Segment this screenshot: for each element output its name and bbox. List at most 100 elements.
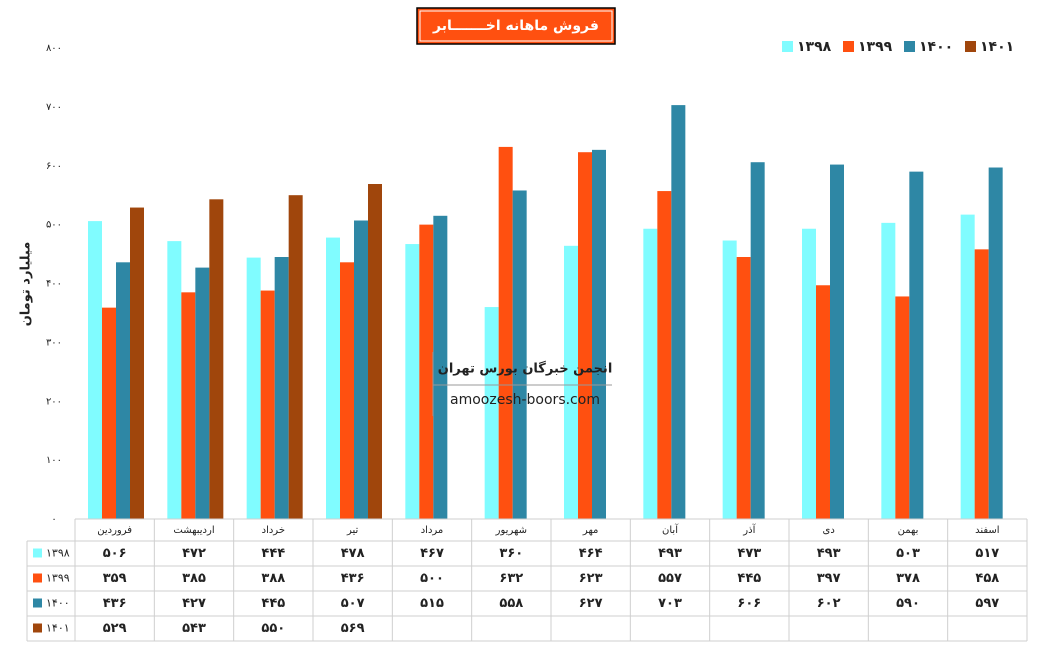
x-tick-label: دی: [823, 525, 835, 536]
y-axis-label: میلیارد تومان: [19, 242, 34, 327]
data-label: ۷۰۳: [658, 596, 682, 611]
data-label: ۶۲۳: [579, 571, 603, 586]
bar: [592, 149, 606, 519]
bar: [274, 257, 289, 519]
data-label: ۵۰۶: [103, 546, 127, 561]
bar: [102, 307, 116, 519]
y-tick-label: ۰: [51, 514, 56, 525]
table-series-name: ۱۳۹۹: [46, 572, 70, 585]
y-tick-label: ۷۰۰: [46, 102, 62, 113]
table-legend-swatch: [33, 598, 42, 608]
bar: [405, 244, 420, 519]
table-legend-swatch: [33, 548, 42, 558]
data-label: ۳۸۸: [261, 571, 285, 586]
x-tick-label: اسفند: [975, 525, 999, 536]
bar: [988, 167, 1003, 520]
bar: [246, 257, 261, 519]
bar: [88, 221, 102, 519]
table-series-name: ۱۳۹۸: [46, 547, 70, 560]
data-label: ۴۷۳: [737, 546, 761, 561]
bar: [960, 214, 975, 519]
watermark-text: انجمن خبرگان بورس تهران: [438, 361, 613, 377]
bar: [643, 228, 658, 519]
bar: [802, 228, 816, 519]
y-tick-label: ۱۰۰: [46, 455, 62, 466]
table-legend-swatch: [33, 623, 42, 633]
data-label: ۴۴۵: [737, 571, 761, 586]
data-label: ۴۷۲: [182, 546, 206, 561]
bar: [167, 241, 182, 520]
title-box: [416, 7, 616, 45]
x-tick-label: مهر: [582, 525, 598, 536]
y-tick-label: ۲۰۰: [46, 396, 62, 407]
data-label: ۴۷۸: [341, 546, 365, 561]
legend-label: ۱۳۹۹: [858, 39, 893, 55]
data-label: ۶۰۲: [817, 596, 841, 611]
bar: [368, 184, 382, 519]
x-tick-label: تیر: [346, 525, 359, 536]
bar: [419, 224, 434, 519]
bar: [722, 240, 737, 520]
data-label: ۵۶۹: [341, 621, 365, 636]
legend-label: ۱۴۰۰: [919, 39, 953, 55]
legend-label: ۱۴۰۱: [980, 39, 1014, 55]
x-tick-label: بهمن: [898, 525, 919, 536]
data-label: ۵۹۰: [896, 596, 920, 611]
data-label: ۵۱۷: [975, 546, 999, 561]
table-series-name: ۱۴۰۱: [46, 622, 70, 635]
data-label: ۵۲۹: [103, 621, 127, 636]
data-label: ۶۲۷: [579, 596, 603, 611]
legend-swatch: [904, 41, 915, 52]
x-tick-label: آبان: [662, 523, 679, 536]
y-tick-label: ۸۰۰: [46, 43, 62, 54]
data-label: ۵۹۷: [975, 596, 999, 611]
bar: [288, 195, 303, 519]
data-label: ۴۴۴: [261, 546, 285, 561]
bar: [209, 199, 224, 519]
data-label: ۳۹۷: [817, 571, 841, 586]
bar: [578, 152, 592, 520]
bar: [340, 262, 354, 519]
data-label: ۵۵۷: [658, 571, 682, 586]
chart-title: فروش ماهانه اخـــــــابر: [432, 18, 599, 34]
bar: [354, 220, 368, 519]
data-label: ۳۷۸: [896, 571, 920, 586]
bar: [195, 267, 210, 519]
legend-swatch: [965, 41, 976, 52]
bar: [116, 262, 130, 519]
y-tick-label: ۵۰۰: [46, 220, 62, 231]
bar: [433, 215, 448, 519]
data-label: ۵۵۰: [261, 621, 285, 636]
bar: [909, 171, 924, 519]
x-tick-label: مرداد: [421, 525, 444, 536]
data-label: ۶۰۶: [737, 596, 761, 611]
bar: [974, 249, 989, 520]
x-tick-label: فروردین: [97, 525, 132, 536]
x-tick-label: آذر: [742, 523, 756, 536]
bar: [484, 307, 499, 519]
bar: [895, 296, 910, 519]
bar: [564, 245, 578, 519]
y-tick-label: ۶۰۰: [46, 161, 62, 172]
data-label: ۵۴۳: [182, 621, 206, 636]
data-label: ۵۵۸: [499, 596, 523, 611]
data-label: ۵۰۰: [420, 571, 444, 586]
legend-swatch: [843, 41, 854, 52]
data-label: ۴۲۷: [182, 596, 206, 611]
data-label: ۴۳۶: [103, 596, 127, 611]
data-label: ۴۵۸: [975, 571, 999, 586]
table-series-name: ۱۴۰۰: [46, 597, 70, 610]
title-box-inner: [419, 10, 613, 42]
data-label: ۴۶۴: [579, 546, 603, 561]
bar: [512, 190, 527, 520]
bar: [498, 146, 513, 519]
bar: [736, 257, 751, 519]
table-legend-swatch: [33, 573, 42, 583]
bar: [881, 222, 896, 519]
bar: [181, 292, 196, 519]
bar: [326, 237, 340, 519]
watermark-text: amoozesh-boors.com: [450, 392, 600, 408]
data-label: ۵۱۵: [420, 596, 444, 611]
legend-swatch: [782, 41, 793, 52]
